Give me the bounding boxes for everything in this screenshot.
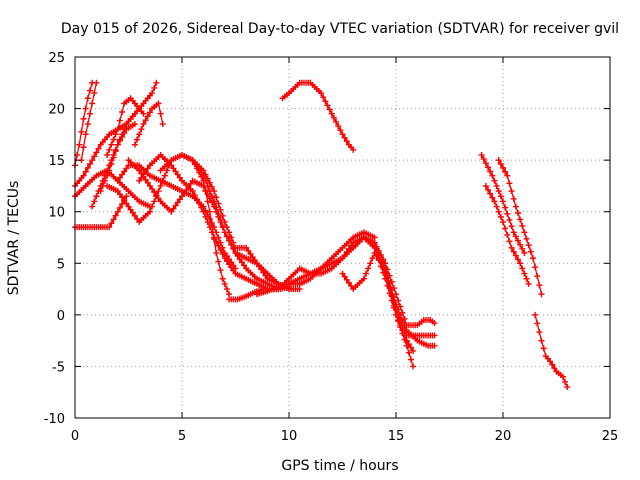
x-tick-label: 25 <box>602 429 619 444</box>
y-tick-label: 25 <box>48 51 65 66</box>
y-tick-label: 5 <box>57 257 65 272</box>
series-track-2 <box>78 79 100 164</box>
x-tick-label: 20 <box>495 429 512 444</box>
y-tick-label: 0 <box>57 309 65 324</box>
y-tick-label: 10 <box>48 206 65 221</box>
data-point-markers <box>131 100 166 148</box>
data-point-markers <box>482 182 532 287</box>
data-point-markers <box>382 265 417 354</box>
data-point-markers <box>78 79 100 164</box>
y-tick-label: 15 <box>48 154 65 169</box>
y-axis-label: SDTVAR / TECUs <box>6 181 22 296</box>
series-track-26 <box>382 265 417 354</box>
x-tick-label: 10 <box>281 429 298 444</box>
chart-title: Day 015 of 2026, Sidereal Day-to-day VTE… <box>61 21 619 37</box>
data-point-markers <box>478 151 528 256</box>
series-line <box>384 267 414 352</box>
data-point-markers <box>104 95 147 158</box>
data-point-markers <box>286 229 378 287</box>
y-tick-label: -5 <box>52 360 65 375</box>
axis-tick-labels: 0 5 10 15 20 25 -10 -5 0 5 10 15 20 25 <box>44 51 619 444</box>
series-track-6 <box>104 95 147 158</box>
series-track-20 <box>286 229 378 287</box>
data-point-markers <box>279 79 357 153</box>
series-track-28 <box>482 182 532 287</box>
series-track-7 <box>131 100 166 148</box>
x-tick-label: 15 <box>388 429 405 444</box>
data-point-markers <box>371 239 438 329</box>
series-track-16 <box>189 157 233 298</box>
x-tick-label: 5 <box>178 429 186 444</box>
y-tick-label: 20 <box>48 103 65 118</box>
x-axis-label: GPS time / hours <box>281 458 398 474</box>
y-tick-label: -10 <box>44 412 65 427</box>
plot-area <box>72 79 571 391</box>
series-track-10 <box>104 157 175 226</box>
series-track-30 <box>532 311 571 391</box>
data-point-markers <box>532 311 571 391</box>
series-track-29 <box>495 157 545 298</box>
series-track-21 <box>279 79 357 153</box>
data-point-markers <box>495 157 545 298</box>
series-track-27 <box>478 151 528 256</box>
axis-ticks <box>74 56 611 419</box>
grid <box>75 57 610 418</box>
x-tick-label: 0 <box>71 429 79 444</box>
plot-frame <box>74 56 611 419</box>
data-point-markers <box>104 157 175 226</box>
data-point-markers <box>189 157 233 298</box>
